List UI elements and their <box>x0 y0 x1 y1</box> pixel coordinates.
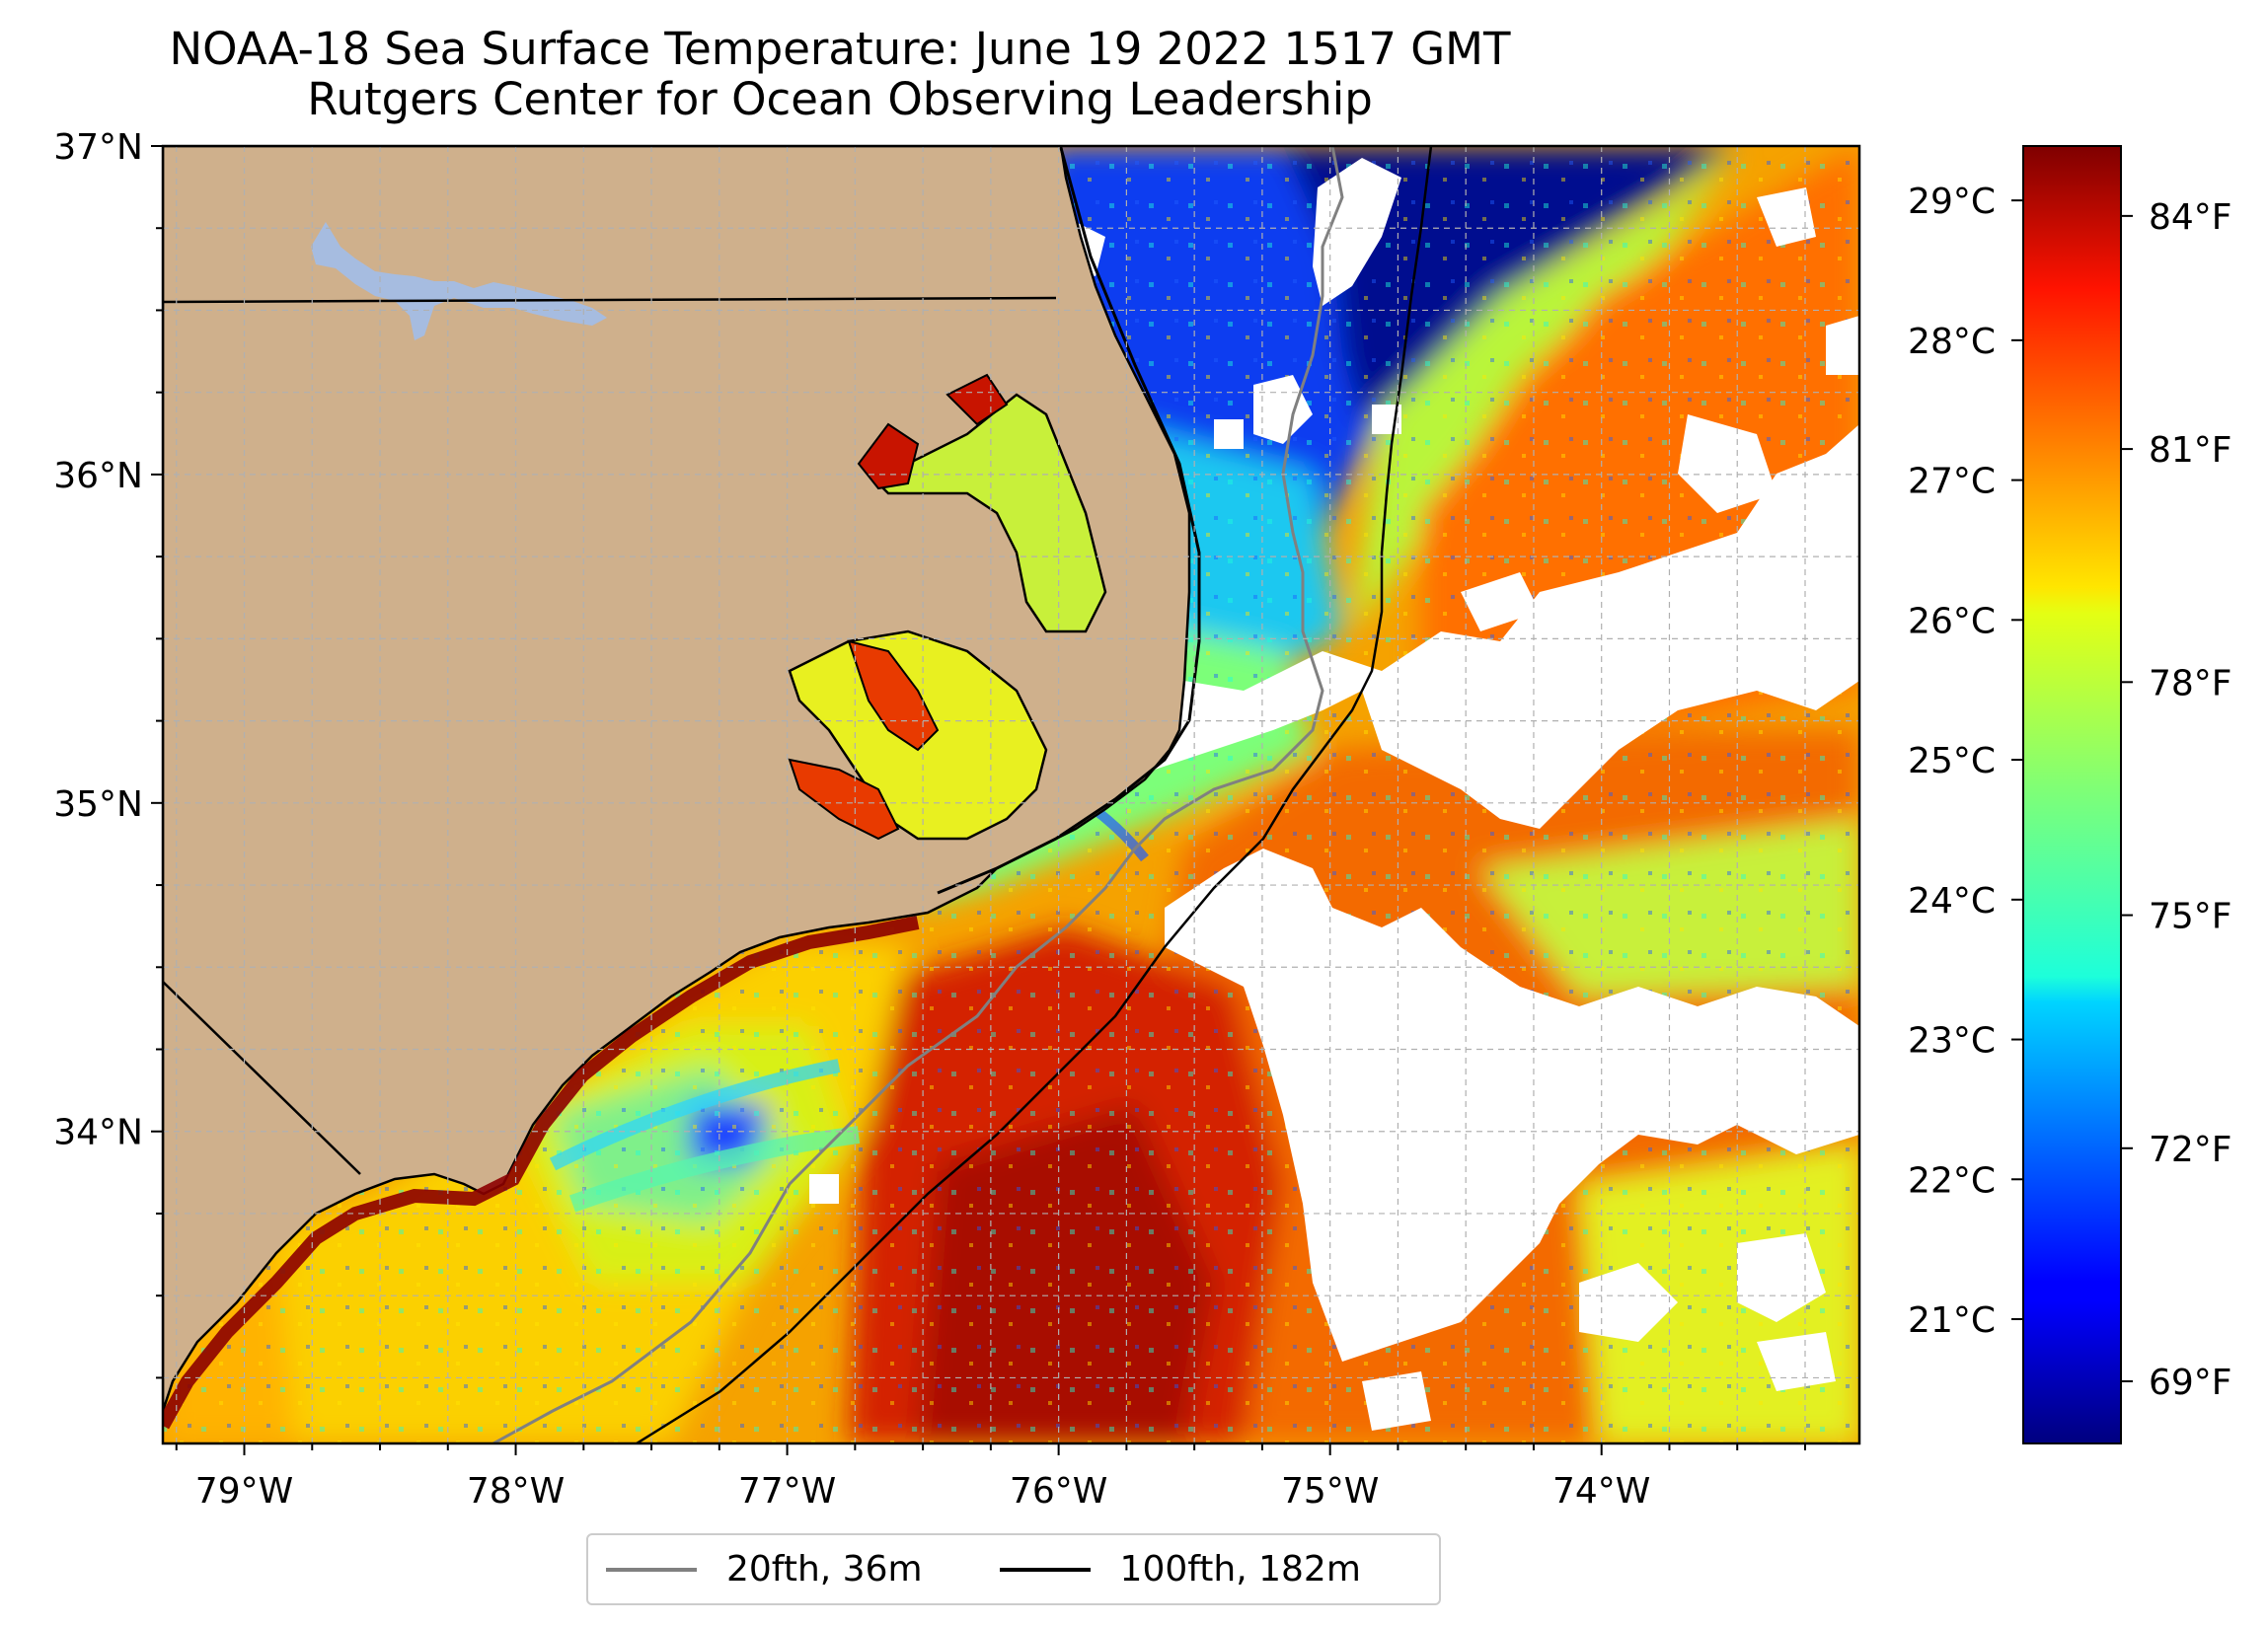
pamlico-river-estuary <box>847 639 940 752</box>
lat-tick-label: 35°N <box>53 784 143 825</box>
albemarle-sound <box>866 393 1107 633</box>
legend-label-100fth: 100fth, 182m <box>1119 1549 1361 1589</box>
neuse-river-estuary <box>788 758 900 841</box>
colorbar <box>2022 145 2122 1444</box>
colorbar-label-f: 75°F <box>2149 897 2232 937</box>
legend-line-black <box>999 1567 1091 1572</box>
colorbar-label-c: 22°C <box>1908 1160 1996 1201</box>
legend-item-20fth: 20fth, 36m <box>588 1549 923 1589</box>
colorbar-label-f: 81°F <box>2149 430 2232 471</box>
colorbar-label-c: 24°C <box>1908 881 1996 922</box>
lat-tick-label: 36°N <box>53 456 143 496</box>
legend-line-gray <box>606 1567 697 1572</box>
lon-tick-label: 75°W <box>1281 1471 1379 1512</box>
map-axes: 79°W 78°W 77°W 76°W 75°W 74°W 37°N 36°N 35°N 34°N <box>53 127 1806 1512</box>
map-gridlines <box>163 146 1859 1443</box>
map-frame <box>161 144 1861 1445</box>
nc-sc-border <box>163 981 361 1175</box>
map-panel <box>163 146 1859 1443</box>
colorbar-label-c: 27°C <box>1908 462 1996 502</box>
lon-tick-label: 76°W <box>1010 1471 1107 1512</box>
colorbar-label-f: 72°F <box>2149 1130 2232 1170</box>
isobath-legend: 20fth, 36m 100fth, 182m <box>586 1533 1441 1605</box>
colorbar-label-f: 84°F <box>2149 197 2232 238</box>
albemarle-tributaries <box>857 373 1009 490</box>
colorbar-label-f: 78°F <box>2149 663 2232 703</box>
coastal-warm-fringe <box>163 916 920 1430</box>
colorbar-label-c: 26°C <box>1908 601 1996 641</box>
cloud-mask <box>809 158 1859 1431</box>
colorbar-ticks: 84°F 81°F 78°F 75°F 72°F 69°F 29°C 28°C 27°C 26°C… <box>1908 182 2231 1403</box>
lon-tick-label: 78°W <box>467 1471 565 1512</box>
legend-label-20fth: 20fth, 36m <box>726 1549 923 1589</box>
lat-tick-label: 34°N <box>53 1113 143 1153</box>
colorbar-label-c: 21°C <box>1908 1300 1996 1341</box>
isobath-100fth <box>636 146 1433 1443</box>
colorbar-label-c: 23°C <box>1908 1021 1996 1062</box>
legend-item-100fth: 100fth, 182m <box>982 1549 1361 1589</box>
isobath-20fth <box>492 146 1344 1443</box>
lon-tick-label: 74°W <box>1552 1471 1650 1512</box>
lat-tick-label: 37°N <box>53 127 143 168</box>
colorbar-label-f: 69°F <box>2149 1363 2232 1403</box>
map-title-line2: Rutgers Center for Ocean Observing Leade… <box>307 73 1373 125</box>
colorbar-label-c: 25°C <box>1908 741 1996 781</box>
lon-tick-label: 77°W <box>738 1471 836 1512</box>
colorbar-label-c: 29°C <box>1908 182 1996 222</box>
colorbar-label-c: 28°C <box>1908 322 1996 362</box>
lon-tick-label: 79°W <box>195 1471 293 1512</box>
map-title-line1: NOAA-18 Sea Surface Temperature: June 19… <box>169 23 1511 75</box>
